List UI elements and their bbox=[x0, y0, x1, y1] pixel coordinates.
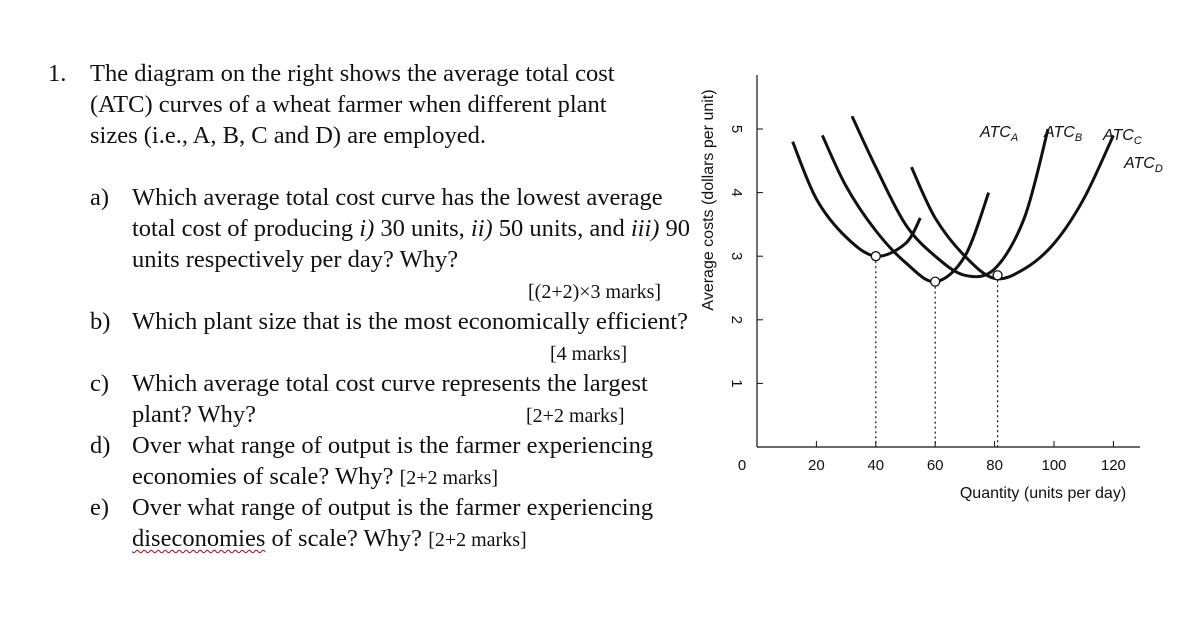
curve-label-atcb: ATCB bbox=[1043, 124, 1082, 144]
x-tick-label: 80 bbox=[986, 457, 1003, 474]
curve-atcd bbox=[910, 134, 1115, 281]
part-a-marks: [(2+2)×3 marks] bbox=[528, 281, 662, 303]
x-tick-label: 40 bbox=[867, 457, 884, 474]
part-e-label: e) bbox=[90, 494, 110, 521]
curve-atca bbox=[791, 141, 922, 258]
part-e-text: Over what range of output is the farmer … bbox=[132, 494, 654, 552]
part-c-label: c) bbox=[90, 370, 110, 397]
curve-label-atca: ATCA bbox=[979, 124, 1018, 144]
curve-atcb bbox=[820, 134, 991, 284]
marked-point bbox=[870, 251, 881, 262]
marked-point bbox=[992, 270, 1003, 281]
x-tick-label: 20 bbox=[808, 457, 825, 474]
question-number: 1. bbox=[48, 60, 67, 87]
part-c-marks: [2+2 marks] bbox=[526, 405, 625, 427]
marked-point bbox=[930, 276, 941, 287]
y-tick-label: 4 bbox=[728, 188, 745, 196]
spellcheck-underline: diseconomies bbox=[132, 525, 266, 552]
x-tick-label: 100 bbox=[1041, 457, 1066, 474]
part-e-marks: [2+2 marks] bbox=[428, 529, 527, 551]
part-a-label: a) bbox=[90, 184, 110, 211]
part-c-text: Which average total cost curve represent… bbox=[132, 370, 648, 428]
curve-atcc bbox=[850, 115, 1050, 279]
x-tick-label: 120 bbox=[1101, 457, 1126, 474]
part-a-text: Which average total cost curve has the l… bbox=[132, 184, 691, 273]
origin-label: 0 bbox=[738, 457, 746, 474]
y-tick-label: 2 bbox=[728, 316, 745, 324]
y-tick-label: 5 bbox=[728, 125, 745, 133]
part-b-marks: [4 marks] bbox=[550, 343, 628, 365]
part-b-text: Which plant size that is the most econom… bbox=[132, 308, 689, 335]
curve-label-atcc: ATCC bbox=[1102, 127, 1142, 147]
x-tick-label: 60 bbox=[927, 457, 944, 474]
curve-label-atcd: ATCD bbox=[1123, 155, 1163, 175]
y-axis-label: Average costs (dollars per unit) bbox=[700, 89, 717, 310]
x-axis-label: Quantity (units per day) bbox=[960, 485, 1126, 502]
part-d-marks: [2+2 marks] bbox=[399, 467, 499, 489]
y-tick-label: 1 bbox=[728, 379, 745, 387]
part-d-text: Over what range of output is the farmer … bbox=[132, 432, 654, 490]
part-d-label: d) bbox=[90, 432, 111, 459]
y-tick-label: 3 bbox=[728, 252, 745, 260]
question-intro: The diagram on the right shows the avera… bbox=[90, 60, 615, 149]
part-b-label: b) bbox=[90, 308, 111, 335]
